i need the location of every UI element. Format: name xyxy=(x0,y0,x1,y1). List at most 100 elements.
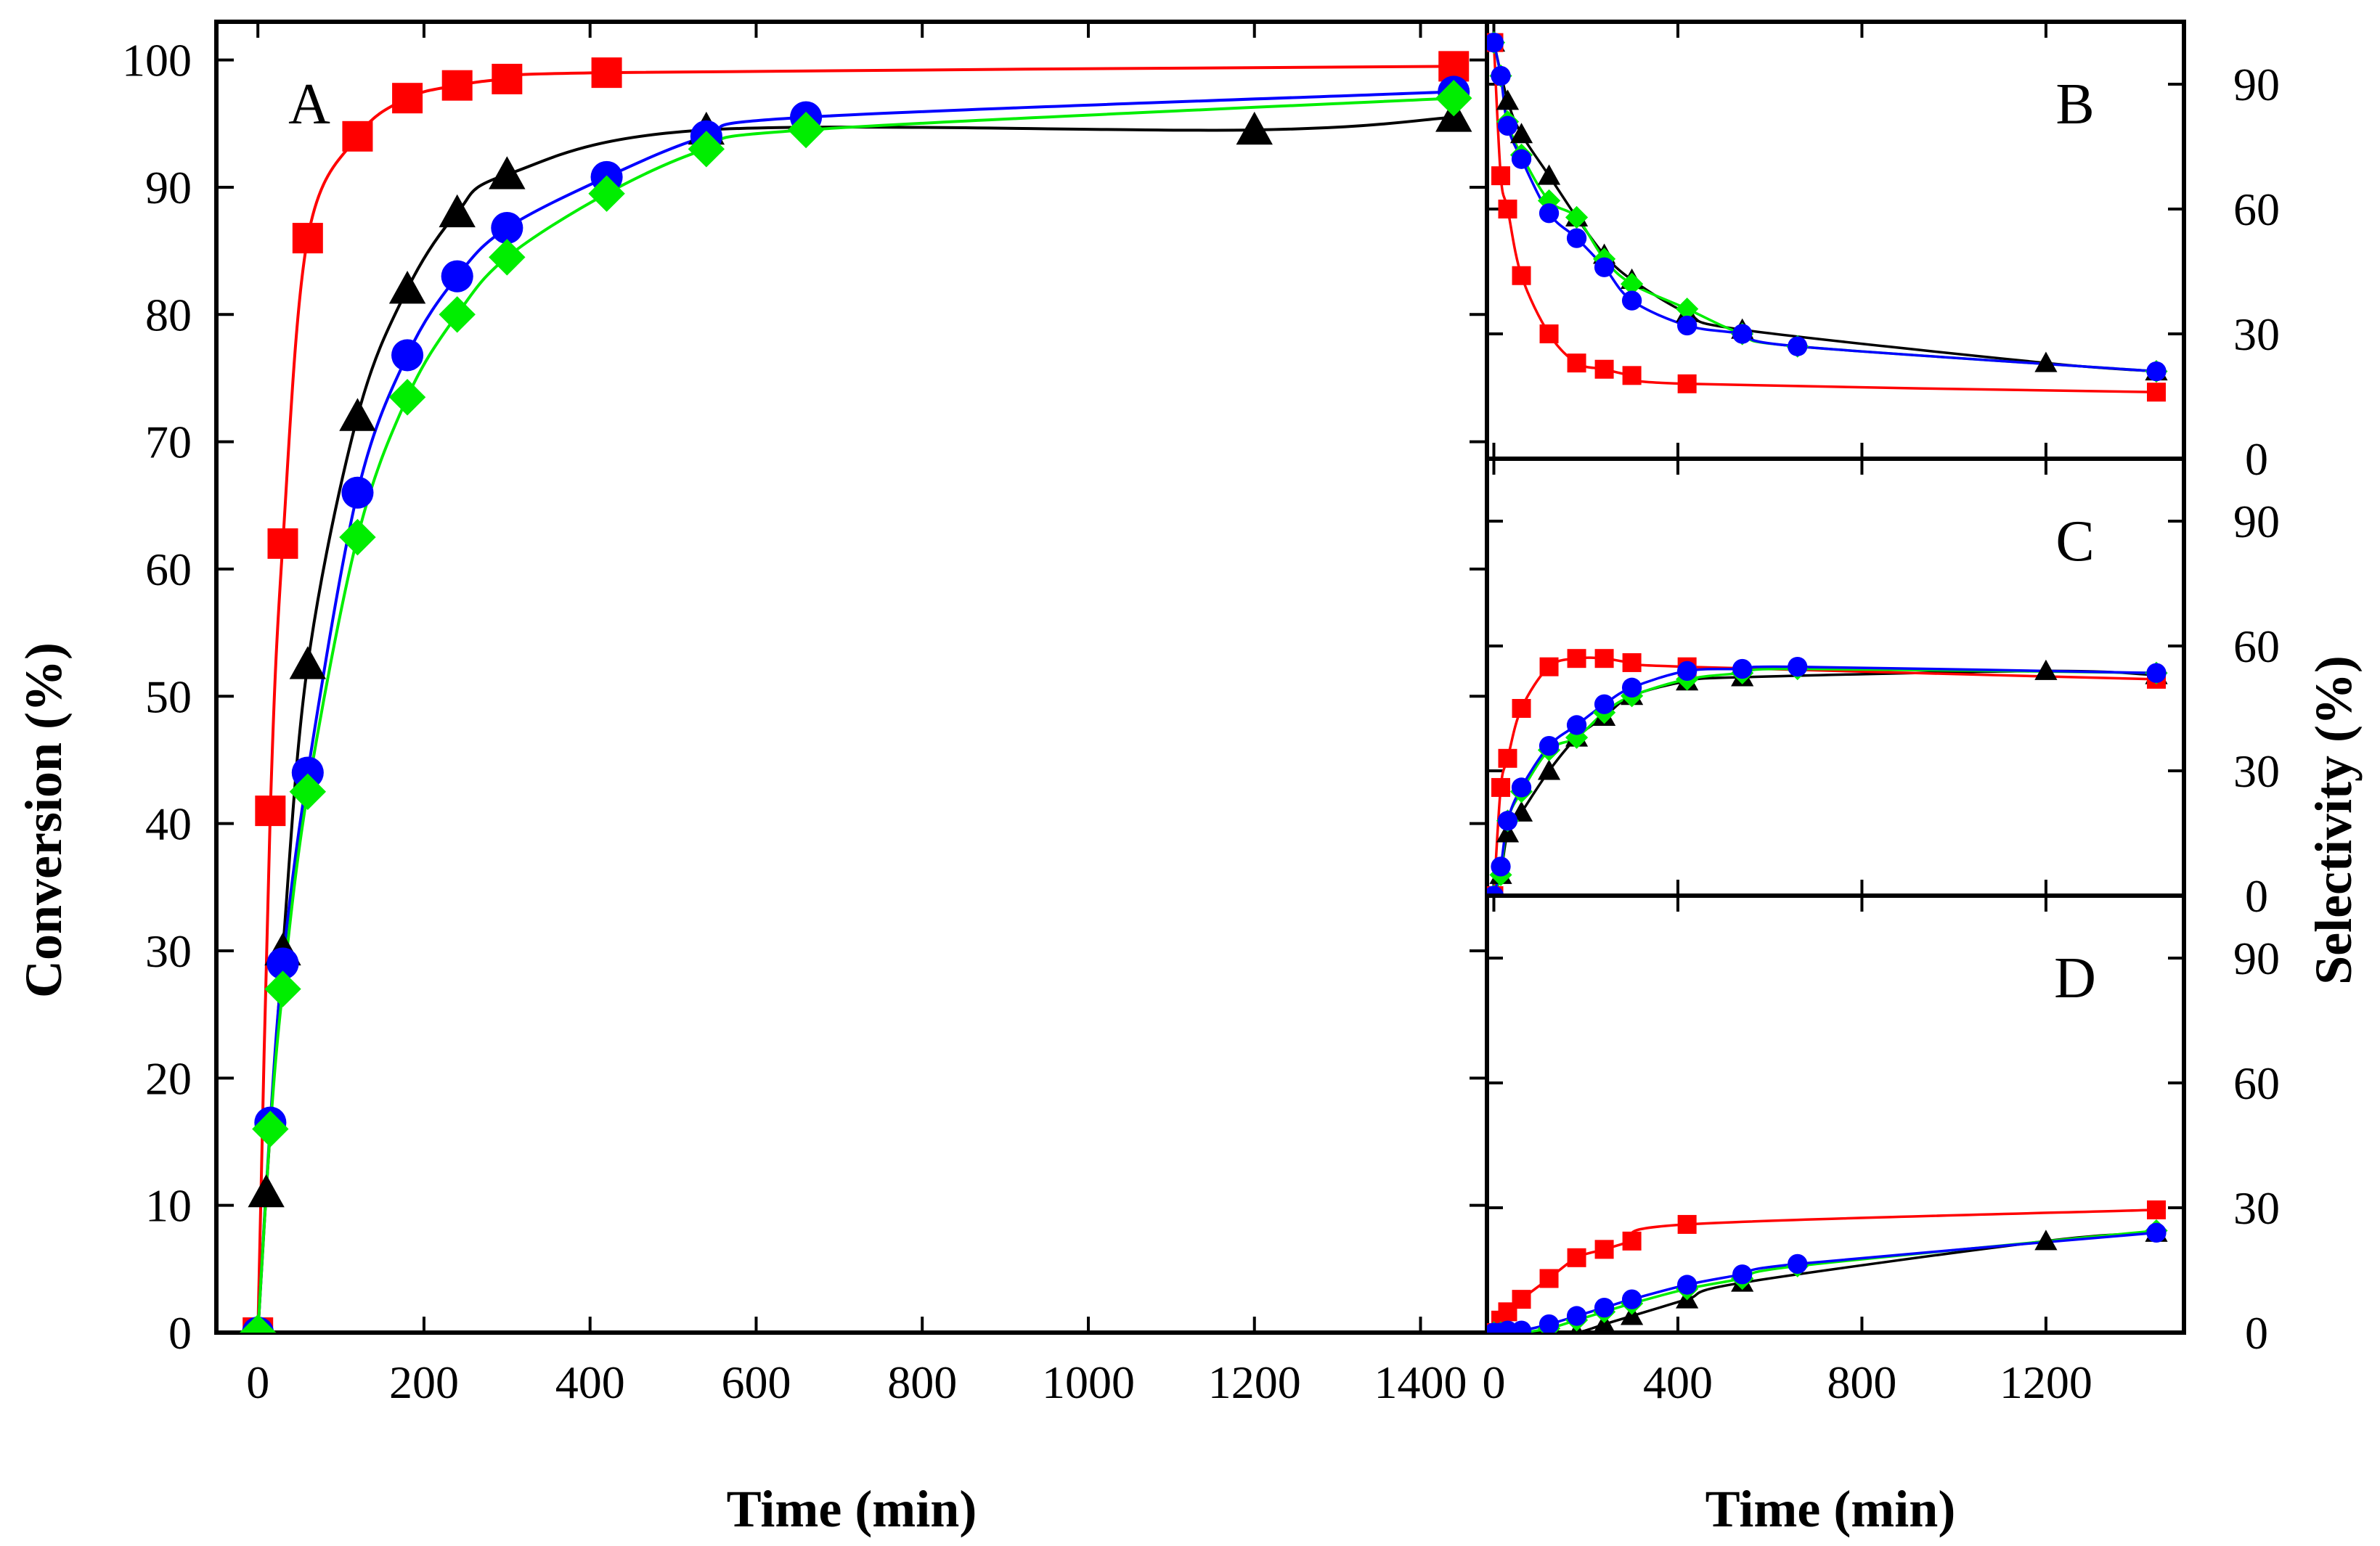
x-tick-label-a: 1400 xyxy=(1374,1357,1467,1408)
data-point-c-blue-circles xyxy=(1487,886,1504,896)
series-line-d-black-triangles xyxy=(1493,1231,2157,1333)
data-point-b-blue-circles xyxy=(1497,115,1518,136)
data-point-d-blue-circles xyxy=(1676,1275,1698,1295)
data-point-a-green-diamonds xyxy=(439,296,476,333)
data-point-b-black-triangles xyxy=(1496,89,1520,110)
data-point-a-green-diamonds xyxy=(688,131,725,168)
data-point-a-black-triangles xyxy=(388,271,426,304)
data-point-c-blue-circles xyxy=(1788,657,1808,677)
y-tick-label-a: 70 xyxy=(145,417,192,468)
panel-b: 0 30 60 90 B xyxy=(1485,20,2280,485)
data-point-b-blue-circles xyxy=(1788,336,1808,356)
data-point-c-blue-circles xyxy=(1594,694,1615,714)
data-point-d-red-squares xyxy=(1512,1290,1531,1309)
series-line-a-green-diamonds xyxy=(256,97,1454,1333)
data-point-b-blue-circles xyxy=(1732,324,1753,344)
y-tick-label-a: 60 xyxy=(145,544,192,595)
data-point-d-red-squares xyxy=(1567,1248,1586,1267)
data-point-b-blue-circles xyxy=(1594,257,1615,277)
data-point-a-black-triangles xyxy=(339,398,376,431)
data-point-c-black-triangles xyxy=(2034,659,2058,680)
left-y-axis-title: Conversion (%) xyxy=(15,642,73,998)
data-point-b-red-squares xyxy=(2146,383,2166,402)
x-tick-label-a: 800 xyxy=(887,1357,957,1408)
panel-a-data xyxy=(239,51,1472,1333)
data-point-a-red-squares xyxy=(591,57,622,89)
panel-label-d: D xyxy=(2054,946,2096,1010)
y-tick-label-b: 0 xyxy=(2245,433,2268,485)
y-tick-label-a: 0 xyxy=(168,1307,192,1359)
data-point-c-blue-circles xyxy=(2146,663,2167,683)
y-tick-label-a: 100 xyxy=(122,35,192,86)
data-point-d-black-triangles xyxy=(1621,1304,1644,1325)
y-tick-label-a: 80 xyxy=(145,289,192,340)
x-tick-label-d: 400 xyxy=(1643,1357,1713,1408)
data-point-d-blue-circles xyxy=(1511,1320,1532,1333)
data-point-b-blue-circles xyxy=(1566,228,1587,248)
data-point-c-red-squares xyxy=(1512,699,1531,718)
x-tick-label-d: 800 xyxy=(1827,1357,1896,1408)
data-point-c-blue-circles xyxy=(1732,658,1753,679)
data-point-b-red-squares xyxy=(1567,353,1586,373)
data-point-a-red-squares xyxy=(267,528,298,559)
data-point-a-green-diamonds xyxy=(787,111,825,149)
data-point-b-green-diamonds xyxy=(1565,205,1589,229)
data-point-a-black-triangles xyxy=(248,1174,285,1208)
series-line-a-black-triangles xyxy=(256,115,1454,1333)
data-point-a-blue-circles xyxy=(491,212,523,245)
x-tick-label-a: 1200 xyxy=(1208,1357,1301,1408)
panel-b-data xyxy=(1487,31,2168,402)
y-tick-label-c: 0 xyxy=(2245,870,2268,922)
panel-a-frame xyxy=(214,20,1489,1335)
y-tick-label-d: 30 xyxy=(2233,1182,2280,1234)
data-point-b-blue-circles xyxy=(1621,290,1642,311)
data-point-b-red-squares xyxy=(1498,200,1517,218)
series-line-c-blue-circles xyxy=(1492,665,2157,896)
data-point-a-red-squares xyxy=(255,796,286,827)
y-tick-label-c: 30 xyxy=(2233,745,2280,797)
y-tick-label-d: 60 xyxy=(2233,1058,2280,1109)
data-point-d-red-squares xyxy=(1677,1214,1697,1234)
data-point-b-black-triangles xyxy=(1537,164,1561,185)
data-point-a-green-diamonds xyxy=(252,1111,289,1148)
data-point-d-red-squares xyxy=(1622,1231,1642,1251)
data-point-d-black-triangles xyxy=(2034,1230,2058,1251)
series-line-c-red-squares xyxy=(1492,656,2157,896)
data-point-b-green-diamonds xyxy=(1676,298,1699,321)
y-tick-label-c: 60 xyxy=(2233,621,2280,672)
y-tick-label-a: 20 xyxy=(145,1052,192,1104)
data-point-a-red-squares xyxy=(342,120,373,152)
data-point-c-black-triangles xyxy=(1537,759,1561,780)
panel-a: 0 200 400 600 800 1000 1200 1400 0 10 20 30 40 50 60 70… xyxy=(122,20,1489,1408)
y-tick-label-a: 10 xyxy=(145,1180,192,1232)
x-tick-label-a: 200 xyxy=(389,1357,459,1408)
data-point-d-blue-circles xyxy=(1566,1306,1587,1326)
data-point-a-blue-circles xyxy=(441,260,473,293)
y-tick-label-a: 40 xyxy=(145,798,192,850)
data-point-b-red-squares xyxy=(1622,366,1642,385)
series-line-d-blue-circles xyxy=(1493,1231,2157,1333)
x-tick-label-a: 0 xyxy=(246,1357,269,1408)
series-line-d-green-diamonds xyxy=(1493,1229,2157,1333)
data-point-c-red-squares xyxy=(1567,649,1586,668)
data-point-a-blue-circles xyxy=(266,947,299,980)
data-point-c-red-squares xyxy=(1539,657,1559,676)
series-line-a-blue-circles xyxy=(256,90,1454,1333)
panel-d-frame xyxy=(1485,893,2186,1335)
data-point-b-black-triangles xyxy=(1509,123,1533,144)
right-x-axis-title: Time (min) xyxy=(1705,1480,1956,1538)
data-point-a-black-triangles xyxy=(439,194,476,228)
data-point-a-blue-circles xyxy=(291,756,324,789)
panel-d-data xyxy=(1487,1200,2168,1333)
right-y-axis-title: Selectivity (%) xyxy=(2304,655,2363,985)
data-point-b-blue-circles xyxy=(1491,65,1511,86)
data-point-d-blue-circles xyxy=(1594,1297,1615,1318)
data-point-c-red-squares xyxy=(1498,748,1517,768)
data-point-a-green-diamonds xyxy=(588,175,625,212)
data-point-b-blue-circles xyxy=(1511,149,1532,169)
data-point-a-blue-circles xyxy=(341,476,374,509)
y-tick-label-d: 0 xyxy=(2245,1307,2268,1359)
data-point-a-red-squares xyxy=(441,70,473,101)
data-point-d-red-squares xyxy=(1594,1240,1614,1259)
